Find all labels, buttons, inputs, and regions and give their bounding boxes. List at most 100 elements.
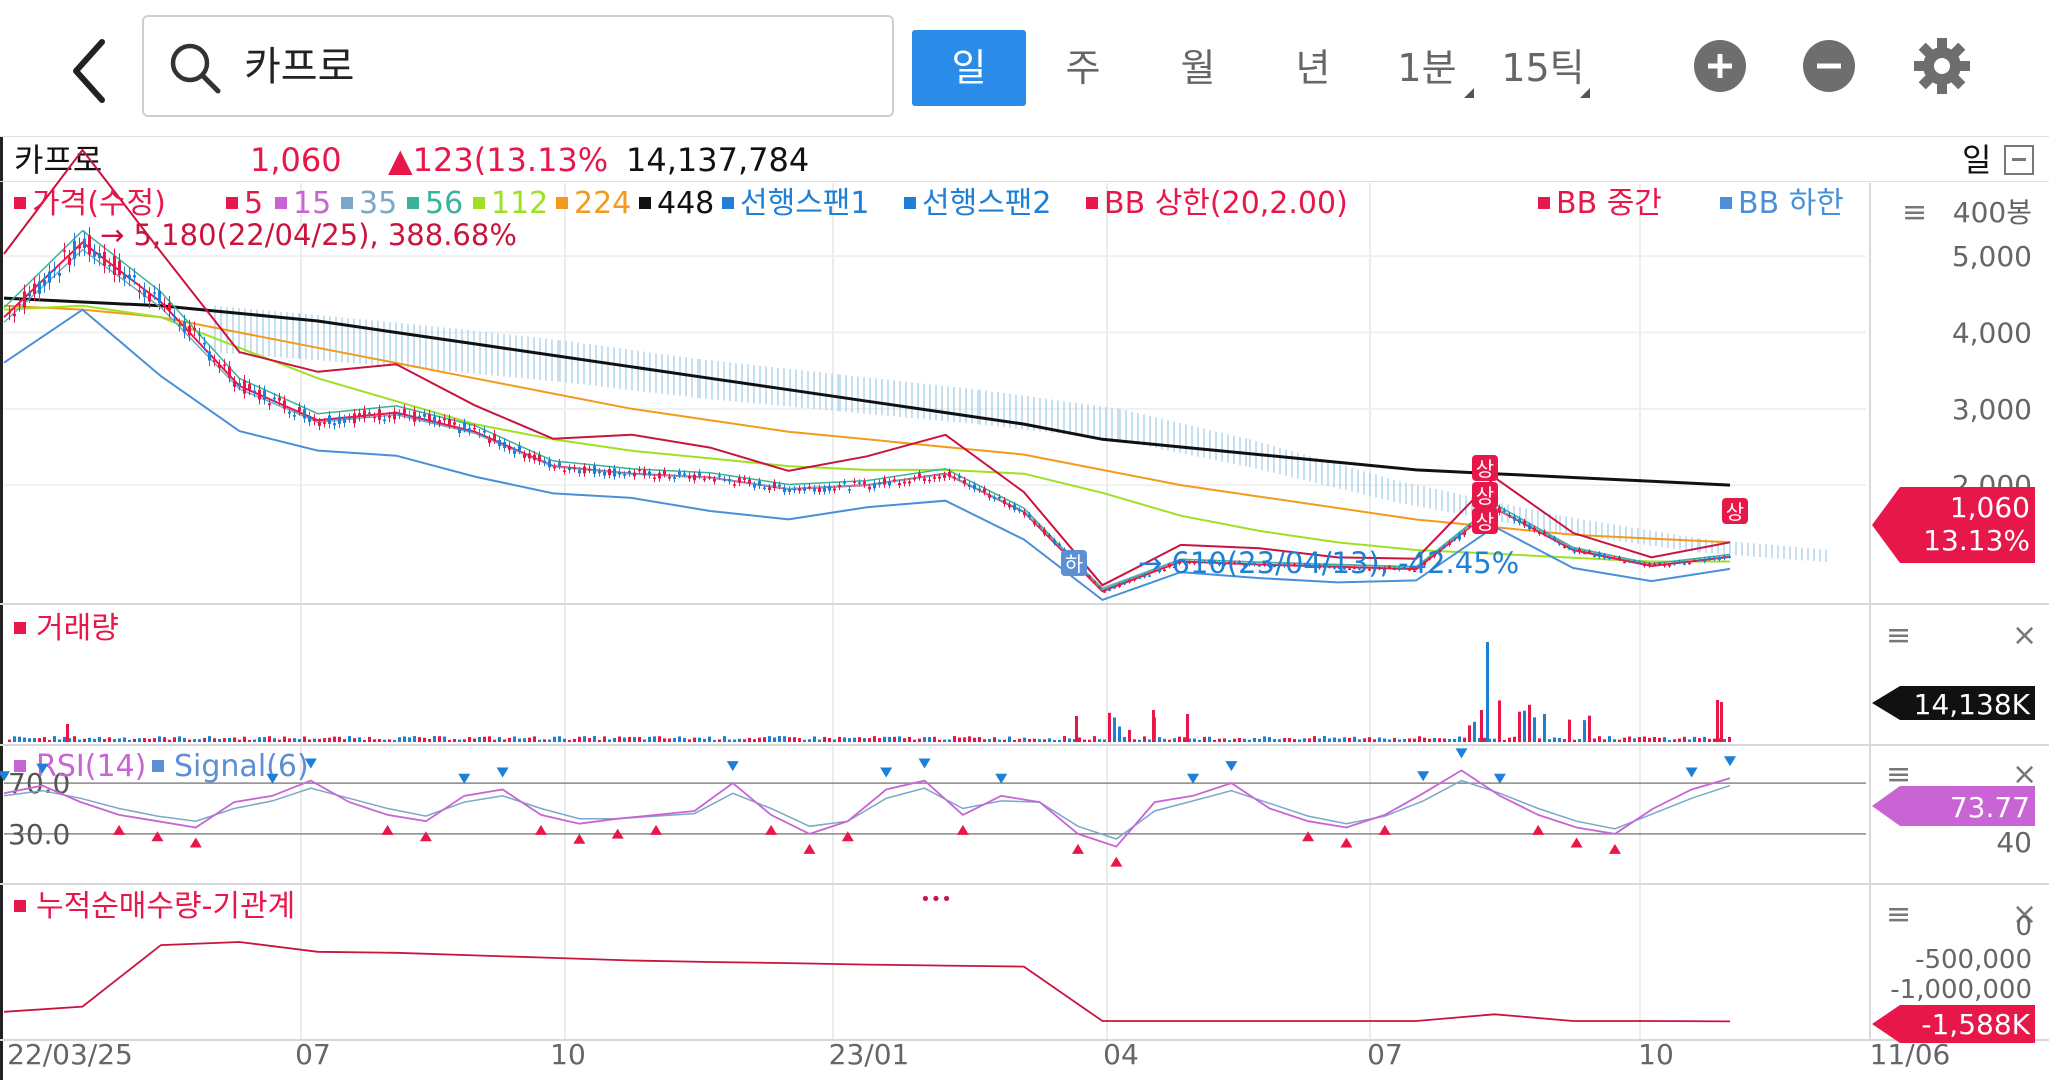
period-label: 일 [1962, 141, 1992, 179]
zoom-out-button[interactable] [1803, 40, 1855, 92]
bollinger-upper-line [3, 148, 1731, 587]
volume-bar [218, 739, 221, 742]
volume-bar [1313, 736, 1316, 742]
tab-tick[interactable]: 15틱 [1486, 30, 1600, 106]
flow-y-tick: -1,000,000 [1890, 975, 2032, 1005]
volume-bar [1213, 739, 1216, 742]
buy-arrow-icon [381, 824, 394, 835]
candle-body [443, 418, 446, 421]
candle-body [1143, 574, 1146, 578]
tab-yearly[interactable]: 년 [1256, 30, 1370, 106]
low-price-annotation: → 610(23/04/13), -42.45% [1138, 546, 1519, 580]
volume-bar [1533, 717, 1536, 742]
volume-bar [313, 738, 316, 742]
volume-bar [203, 737, 206, 742]
volume-bar [363, 739, 366, 742]
candle-body [1323, 564, 1326, 569]
volume-bar [1353, 736, 1356, 742]
candle-body [1398, 568, 1401, 571]
candle-body [1363, 566, 1366, 569]
volume-spike-bar [1486, 642, 1489, 742]
y-unit-label: 400봉 [1953, 196, 2032, 229]
volume-bar [1653, 736, 1656, 742]
sell-arrow-icon [1493, 773, 1506, 784]
rsi-label: RSI(14) [36, 749, 146, 784]
candle-body [13, 313, 16, 317]
candle-body [1418, 567, 1421, 569]
candle-body [773, 482, 776, 489]
search-input[interactable]: 카프로 [244, 44, 355, 90]
candle-body [1618, 557, 1621, 560]
candle-body [1018, 509, 1021, 512]
tab-minute[interactable]: 1분 [1370, 30, 1484, 106]
settings-button[interactable] [1912, 36, 1972, 96]
candle-body [1213, 560, 1216, 563]
volume-bar [1138, 739, 1141, 742]
tab-daily[interactable]: 일 [912, 30, 1026, 106]
volume-bar [778, 736, 781, 742]
candle-body [1688, 562, 1691, 565]
moving-average-35-line [3, 248, 1731, 589]
volume-bar [1383, 738, 1386, 742]
candle-body [633, 472, 636, 477]
search-box[interactable]: 카프로 [142, 15, 894, 117]
zoom-in-button[interactable] [1694, 40, 1746, 92]
candle-body [368, 412, 371, 414]
candle-body [1403, 567, 1406, 569]
candle-body [758, 480, 761, 486]
candle-body [1093, 581, 1096, 583]
candle-body [1163, 569, 1166, 572]
legend-swatch [14, 760, 26, 772]
candle-body [1193, 561, 1196, 564]
candle-body [413, 411, 416, 422]
volume-bar [288, 738, 291, 742]
candle-body [1253, 562, 1256, 565]
candle-body [1428, 558, 1431, 560]
candle-body [598, 471, 601, 474]
candle-body [788, 489, 791, 492]
sell-arrow-icon [1724, 756, 1736, 767]
legend-swatch [226, 197, 238, 209]
period-toggle-button[interactable] [2004, 145, 2034, 175]
moving-average-56-line [3, 229, 1731, 591]
volume-bar [1298, 739, 1301, 742]
volume-bar [1408, 738, 1411, 742]
candle-body [1088, 575, 1091, 578]
candle-body [523, 454, 526, 459]
legend-swatch [556, 197, 568, 209]
candle-body [993, 497, 996, 500]
candle-body [218, 364, 221, 368]
candle-body [1268, 562, 1271, 567]
candle-body [1173, 566, 1176, 569]
volume-bar [1048, 738, 1051, 742]
volume-bar [1713, 738, 1716, 742]
candle-body [888, 481, 891, 486]
volume-bar [923, 737, 926, 742]
candle-body [748, 479, 751, 484]
volume-bar [283, 736, 286, 742]
volume-bar [888, 736, 891, 742]
volume-bar [1643, 736, 1646, 742]
tab-monthly[interactable]: 월 [1141, 30, 1255, 106]
volume-bar [253, 739, 256, 742]
volume-bar [1633, 738, 1636, 742]
candle-body [1368, 569, 1371, 571]
candle-body [288, 411, 291, 414]
candle-body [623, 474, 626, 476]
volume-bar [488, 736, 491, 742]
volume-bar [333, 736, 336, 742]
volume-bar [518, 738, 521, 742]
volume-bar [868, 738, 871, 742]
candle-body [313, 418, 316, 422]
upper-limit-badge [1722, 498, 1748, 524]
volume-bar [478, 737, 481, 742]
tab-weekly[interactable]: 주 [1026, 30, 1140, 106]
stock-name: 카프로 [14, 141, 103, 179]
back-button[interactable] [58, 26, 130, 116]
legend-label-9: 선행스팬2 [922, 186, 1052, 221]
volume-bar [373, 739, 376, 742]
legend-label-4: 56 [425, 186, 463, 221]
volume-bar [88, 737, 91, 742]
volume-bar [1553, 737, 1556, 742]
